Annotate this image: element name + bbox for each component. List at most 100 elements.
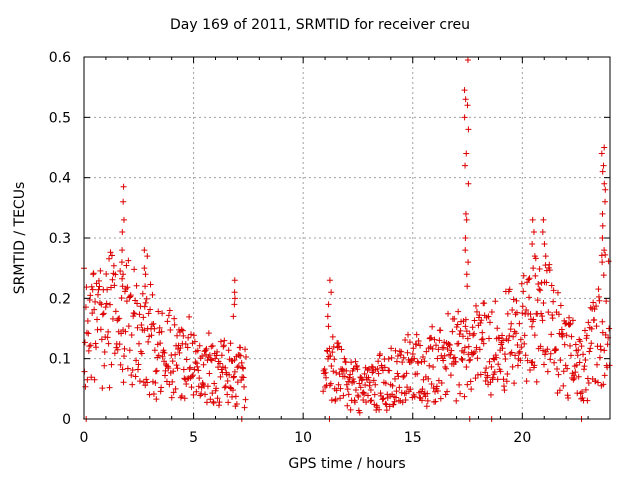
data-point (402, 337, 409, 344)
data-point (595, 286, 602, 293)
data-point (82, 383, 89, 390)
data-point (383, 407, 390, 414)
data-point (112, 271, 119, 278)
data-point (132, 373, 139, 380)
data-point (361, 370, 368, 377)
data-point-spike (599, 168, 606, 175)
data-point (394, 370, 401, 377)
data-point (105, 328, 112, 335)
data-point-spike (598, 150, 605, 157)
x-tick-label: 15 (404, 430, 422, 446)
data-point (392, 394, 399, 401)
data-point (393, 388, 400, 395)
data-point (224, 391, 231, 398)
data-point (331, 356, 338, 363)
data-point (566, 314, 573, 321)
data-point (563, 332, 570, 339)
data-point (532, 272, 539, 279)
data-point (545, 309, 552, 316)
data-point (157, 340, 164, 347)
data-point (417, 342, 424, 349)
data-point (370, 377, 377, 384)
data-point (482, 377, 489, 384)
data-point (197, 392, 204, 399)
data-point-spike (141, 265, 148, 272)
data-point-spike (602, 198, 609, 205)
data-point (359, 389, 366, 396)
data-point (386, 367, 393, 374)
data-point (527, 311, 534, 318)
data-point (106, 255, 113, 262)
data-point (130, 310, 137, 317)
data-point (561, 341, 568, 348)
data-point (536, 265, 543, 272)
data-point (520, 272, 527, 279)
data-point (486, 358, 493, 365)
data-point (424, 390, 431, 397)
data-point (354, 366, 361, 373)
data-point (195, 383, 202, 390)
data-point (502, 356, 509, 363)
data-point (242, 396, 249, 403)
data-point (345, 378, 352, 385)
data-point (183, 356, 190, 363)
data-point (575, 373, 582, 380)
data-point (480, 340, 487, 347)
data-point (411, 393, 418, 400)
data-point (566, 321, 573, 328)
data-point (125, 257, 132, 264)
data-point (194, 347, 201, 354)
data-point (144, 379, 151, 386)
data-point (415, 360, 422, 367)
data-point (200, 361, 207, 368)
data-point (170, 368, 177, 375)
data-point-spike (531, 253, 538, 260)
data-point (124, 284, 131, 291)
data-point (171, 321, 178, 328)
data-point (117, 361, 124, 368)
data-point (497, 368, 504, 375)
data-point (150, 390, 157, 397)
data-point (232, 393, 239, 400)
data-point (240, 365, 247, 372)
data-point (405, 331, 412, 338)
data-point (134, 300, 141, 307)
data-point-spike (461, 114, 468, 121)
data-point (88, 283, 95, 290)
data-points (81, 57, 613, 422)
data-point (142, 299, 149, 306)
data-point-spike (462, 162, 469, 169)
data-point (361, 391, 368, 398)
data-point (106, 384, 113, 391)
data-point (461, 344, 468, 351)
data-point (447, 372, 454, 379)
data-point (85, 330, 92, 337)
data-point (445, 310, 452, 317)
data-point (140, 314, 147, 321)
data-point (91, 306, 98, 313)
data-point (434, 387, 441, 394)
y-tick-label: 0.5 (49, 110, 71, 126)
data-point (342, 359, 349, 366)
data-point (481, 300, 488, 307)
data-point (406, 339, 413, 346)
data-point (524, 357, 531, 364)
data-point (152, 368, 159, 375)
data-point (530, 316, 537, 323)
data-point (321, 366, 328, 373)
data-point (188, 331, 195, 338)
data-point (425, 375, 432, 382)
data-point-spike (542, 253, 549, 260)
data-point (124, 365, 131, 372)
data-point (109, 315, 116, 322)
data-point (120, 379, 127, 386)
data-point (388, 345, 395, 352)
data-point (494, 376, 501, 383)
data-point (139, 290, 146, 297)
data-point (553, 346, 560, 353)
data-point-spike (599, 222, 606, 229)
data-point (486, 319, 493, 326)
data-point (548, 331, 555, 338)
data-point (534, 297, 541, 304)
data-point (407, 386, 414, 393)
